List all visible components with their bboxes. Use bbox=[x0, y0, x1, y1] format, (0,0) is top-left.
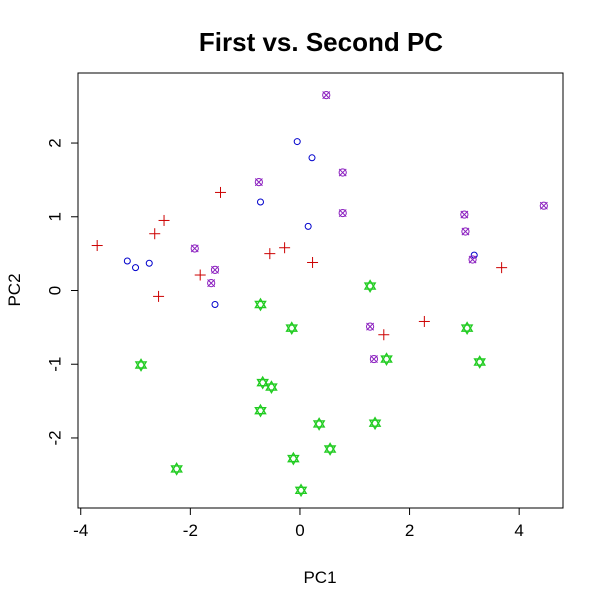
data-point-circle-x bbox=[190, 244, 199, 253]
data-point-plus bbox=[307, 256, 319, 268]
x-tick-label: 4 bbox=[514, 521, 523, 540]
x-tick-label: 2 bbox=[405, 521, 414, 540]
data-point-star-of-david bbox=[134, 358, 148, 372]
data-point-circle bbox=[308, 154, 316, 162]
data-point-plus bbox=[153, 290, 165, 302]
data-point-plus bbox=[279, 242, 291, 254]
data-point-plus bbox=[214, 186, 226, 198]
data-point-star-of-david bbox=[256, 375, 269, 390]
data-point-star-of-david bbox=[312, 417, 326, 431]
data-point-plus bbox=[158, 214, 170, 226]
data-point-plus bbox=[378, 329, 390, 341]
y-tick-label: -1 bbox=[45, 357, 64, 372]
data-points bbox=[91, 91, 548, 498]
plot-frame bbox=[77, 72, 564, 509]
data-point-circle bbox=[211, 301, 219, 309]
x-tick-label: 0 bbox=[295, 521, 304, 540]
data-point-star-of-david bbox=[473, 355, 486, 369]
data-point-star-of-david bbox=[254, 403, 267, 418]
x-tick-label: -2 bbox=[183, 521, 198, 540]
data-point-circle-x bbox=[322, 91, 331, 100]
data-point-star-of-david bbox=[323, 442, 337, 456]
data-point-circle bbox=[256, 198, 264, 206]
y-tick-label: 1 bbox=[45, 212, 64, 221]
x-axis-label: PC1 bbox=[303, 568, 336, 587]
data-point-plus bbox=[418, 315, 430, 327]
data-point-star-of-david bbox=[460, 321, 474, 335]
x-axis: -4 -2 0 2 4 bbox=[73, 507, 524, 540]
y-tick-label: 2 bbox=[45, 138, 64, 147]
data-point-plus bbox=[149, 228, 161, 240]
data-point-circle-x bbox=[461, 227, 470, 236]
data-point-star-of-david bbox=[265, 380, 278, 394]
data-point-star-of-david bbox=[254, 297, 267, 312]
data-point-star-of-david bbox=[170, 462, 183, 476]
data-point-circle bbox=[123, 257, 131, 265]
data-point-circle bbox=[132, 264, 140, 272]
data-point-circle-x bbox=[207, 279, 216, 288]
data-point-star-of-david bbox=[287, 451, 300, 466]
data-point-circle bbox=[293, 138, 301, 146]
y-axis-label: PC2 bbox=[5, 273, 24, 306]
data-point-circle-x bbox=[210, 265, 220, 274]
data-point-circle-x bbox=[539, 201, 548, 210]
data-point-circle bbox=[304, 222, 312, 230]
x-tick-label: -4 bbox=[73, 521, 88, 540]
data-point-star-of-david bbox=[380, 352, 393, 366]
y-tick-label: -2 bbox=[45, 430, 64, 445]
chart-title: First vs. Second PC bbox=[199, 27, 443, 57]
data-point-circle bbox=[145, 259, 153, 267]
data-point-circle-x bbox=[369, 354, 379, 364]
data-point-star-of-david bbox=[294, 483, 308, 498]
data-point-circle-x bbox=[338, 208, 347, 218]
data-point-plus bbox=[91, 240, 103, 252]
y-axis: -2 -1 0 1 2 bbox=[45, 138, 79, 446]
data-point-circle-x bbox=[254, 178, 263, 187]
data-point-plus bbox=[496, 262, 508, 274]
data-point-star-of-david bbox=[368, 416, 382, 431]
data-point-star-of-david bbox=[363, 279, 377, 293]
data-point-plus bbox=[264, 248, 276, 260]
y-tick-label: 0 bbox=[45, 286, 64, 295]
data-point-circle-x bbox=[338, 168, 347, 177]
data-point-circle-x bbox=[468, 255, 477, 264]
data-point-circle-x bbox=[365, 322, 375, 331]
data-point-circle-x bbox=[460, 210, 469, 219]
data-point-star-of-david bbox=[285, 321, 299, 335]
data-point-plus bbox=[194, 269, 206, 281]
